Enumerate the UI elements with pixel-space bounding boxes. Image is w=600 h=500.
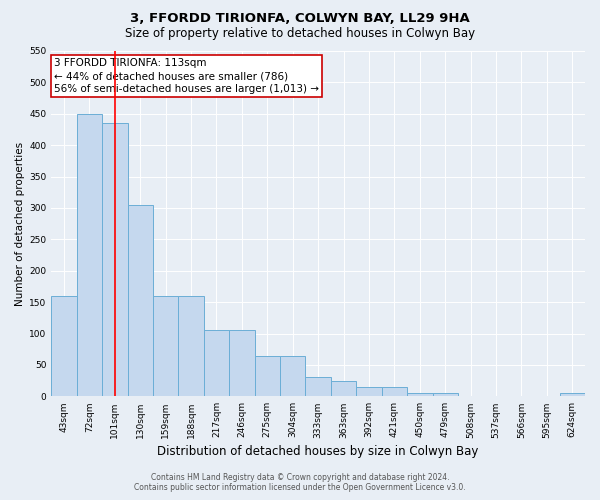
Text: 3 FFORDD TIRIONFA: 113sqm
← 44% of detached houses are smaller (786)
56% of semi: 3 FFORDD TIRIONFA: 113sqm ← 44% of detac… (54, 58, 319, 94)
Text: Contains HM Land Registry data © Crown copyright and database right 2024.
Contai: Contains HM Land Registry data © Crown c… (134, 473, 466, 492)
Bar (254, 356, 280, 397)
Bar (407, 393, 433, 396)
Text: 3, FFORDD TIRIONFA, COLWYN BAY, LL29 9HA: 3, FFORDD TIRIONFA, COLWYN BAY, LL29 9HA (130, 12, 470, 26)
Bar (356, 387, 382, 396)
Bar (305, 378, 331, 396)
Bar (229, 330, 254, 396)
Bar (280, 356, 305, 397)
Y-axis label: Number of detached properties: Number of detached properties (15, 142, 25, 306)
Bar (433, 393, 458, 396)
Bar (102, 123, 128, 396)
Bar (128, 205, 153, 396)
Bar (178, 296, 204, 396)
Bar (51, 296, 77, 396)
Bar (331, 380, 356, 396)
X-axis label: Distribution of detached houses by size in Colwyn Bay: Distribution of detached houses by size … (157, 444, 479, 458)
Bar (560, 393, 585, 396)
Text: Size of property relative to detached houses in Colwyn Bay: Size of property relative to detached ho… (125, 28, 475, 40)
Bar (204, 330, 229, 396)
Bar (382, 387, 407, 396)
Bar (153, 296, 178, 396)
Bar (77, 114, 102, 397)
